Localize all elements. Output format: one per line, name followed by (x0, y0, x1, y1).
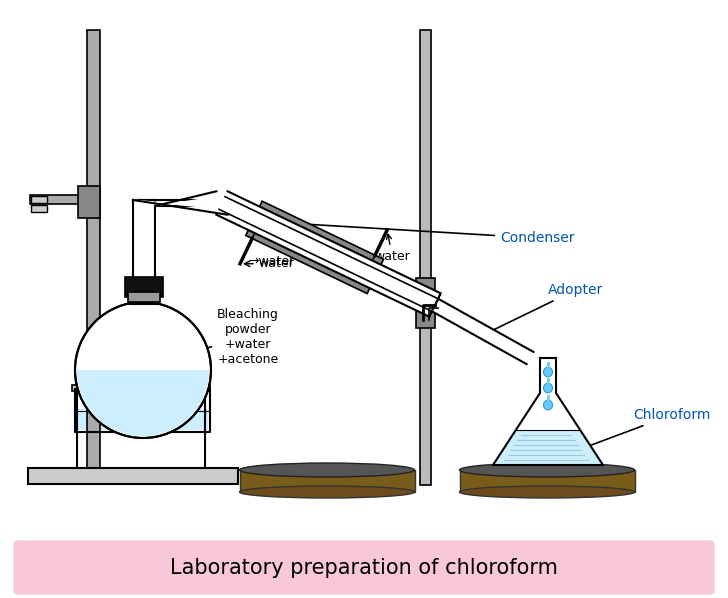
FancyBboxPatch shape (14, 541, 714, 594)
Bar (416, 278, 435, 328)
Polygon shape (493, 358, 603, 465)
Bar (87, 30, 100, 470)
Bar (31, 196, 47, 203)
Bar (30, 195, 90, 204)
Bar (77, 409, 208, 430)
Text: Bleaching
powder
+water
+acetone: Bleaching powder +water +acetone (167, 308, 279, 366)
Bar (72, 385, 210, 391)
Text: Chloroform: Chloroform (582, 408, 711, 449)
Polygon shape (432, 299, 534, 364)
Polygon shape (133, 200, 220, 206)
Bar (125, 277, 163, 297)
Bar (133, 200, 155, 279)
Text: Laboratory preparation of chloroform: Laboratory preparation of chloroform (170, 557, 558, 578)
Bar (87, 358, 132, 367)
Bar (67, 468, 112, 474)
Bar (240, 470, 415, 492)
Bar (31, 205, 47, 212)
Bar (128, 292, 160, 302)
Polygon shape (246, 201, 384, 294)
Polygon shape (544, 400, 553, 410)
Ellipse shape (240, 463, 414, 477)
Polygon shape (133, 197, 225, 209)
Text: Adopter: Adopter (483, 283, 604, 335)
Polygon shape (544, 367, 553, 377)
Ellipse shape (240, 486, 414, 498)
Bar (420, 30, 431, 485)
Text: water: water (374, 234, 410, 263)
Polygon shape (493, 430, 603, 465)
Polygon shape (544, 383, 553, 393)
Text: →water: →water (248, 255, 294, 269)
Text: water: water (258, 257, 294, 270)
Bar (78, 186, 100, 218)
Text: Condenser: Condenser (257, 219, 574, 245)
Bar (28, 468, 238, 484)
Polygon shape (430, 293, 440, 317)
Polygon shape (216, 191, 440, 317)
Circle shape (75, 302, 211, 438)
Wedge shape (77, 370, 209, 436)
Bar (130, 295, 158, 304)
Bar (170, 468, 215, 474)
Ellipse shape (459, 463, 635, 477)
Bar (78, 350, 98, 376)
Bar (460, 470, 635, 492)
Wedge shape (76, 370, 210, 437)
Ellipse shape (459, 486, 635, 498)
